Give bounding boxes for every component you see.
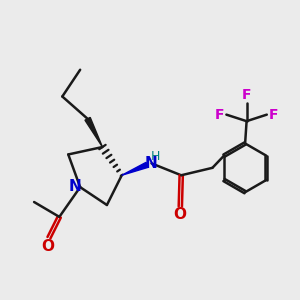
Text: O: O <box>41 238 54 253</box>
Text: N: N <box>68 179 81 194</box>
Text: F: F <box>268 108 278 122</box>
Text: N: N <box>145 157 158 172</box>
Text: F: F <box>215 108 225 122</box>
Polygon shape <box>122 162 148 175</box>
Text: O: O <box>173 207 186 222</box>
Text: H: H <box>150 150 160 163</box>
Text: F: F <box>242 88 251 102</box>
Polygon shape <box>85 117 102 147</box>
